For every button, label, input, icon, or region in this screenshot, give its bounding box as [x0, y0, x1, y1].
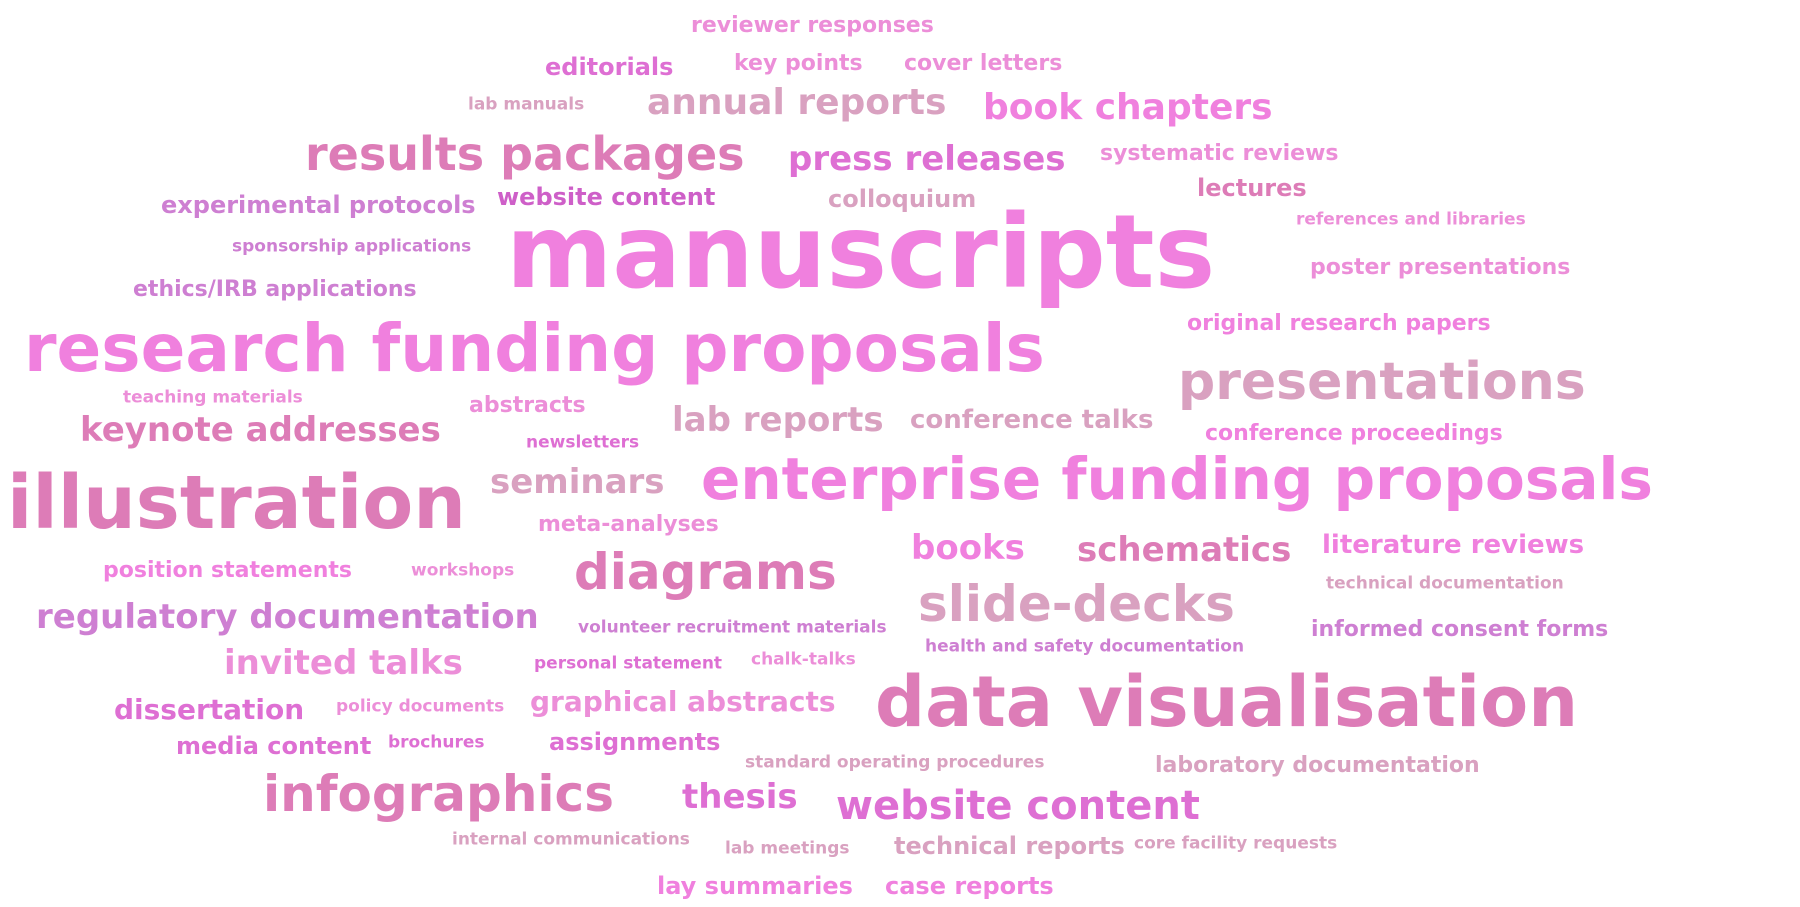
- word-conference-proceedings: conference proceedings: [1205, 421, 1503, 446]
- word-invited-talks: invited talks: [224, 643, 463, 683]
- word-regulatory-documentation: regulatory documentation: [36, 597, 539, 637]
- word-thesis: thesis: [682, 777, 798, 817]
- word-experimental-protocols: experimental protocols: [161, 191, 476, 219]
- word-schematics: schematics: [1077, 530, 1292, 570]
- word-reviewer-responses: reviewer responses: [691, 13, 934, 38]
- word-internal-communications: internal communications: [452, 829, 690, 850]
- word-systematic-reviews: systematic reviews: [1100, 141, 1339, 166]
- word-seminars: seminars: [490, 462, 665, 502]
- word-meta-analyses: meta-analyses: [538, 512, 719, 537]
- word-presentations: presentations: [1178, 352, 1586, 412]
- word-book-chapters: book chapters: [983, 87, 1273, 128]
- word-assignments: assignments: [549, 728, 721, 756]
- word-website-content: website content: [836, 783, 1200, 829]
- word-case-reports: case reports: [885, 872, 1054, 900]
- word-core-facility-requests: core facility requests: [1134, 833, 1338, 854]
- word-personal-statement: personal statement: [534, 653, 723, 674]
- word-illustration: illustration: [7, 460, 466, 546]
- word-workshops: workshops: [411, 560, 515, 581]
- word-brochures: brochures: [388, 732, 485, 753]
- word-laboratory-documentation: laboratory documentation: [1155, 753, 1480, 778]
- word-annual-reports: annual reports: [647, 82, 947, 123]
- word-manuscripts: manuscripts: [506, 193, 1216, 312]
- word-technical-documentation: technical documentation: [1326, 573, 1564, 594]
- word-diagrams: diagrams: [574, 543, 837, 601]
- word-ethics-irb-applications: ethics/IRB applications: [133, 277, 417, 302]
- word-literature-reviews: literature reviews: [1322, 530, 1585, 560]
- word-editorials: editorials: [545, 53, 674, 81]
- word-references-and-libraries: references and libraries: [1296, 209, 1526, 230]
- word-lab-reports: lab reports: [672, 400, 884, 440]
- word-media-content: media content: [176, 732, 372, 760]
- word-cover-letters: cover letters: [904, 51, 1063, 76]
- word-policy-documents: policy documents: [336, 696, 505, 717]
- word-standard-operating-procedures: standard operating procedures: [745, 752, 1045, 773]
- word-position-statements: position statements: [103, 558, 353, 583]
- word-website-content: website content: [497, 183, 716, 211]
- word-technical-reports: technical reports: [894, 832, 1125, 860]
- word-key-points: key points: [734, 51, 863, 76]
- word-newsletters: newsletters: [526, 432, 640, 453]
- word-abstracts: abstracts: [469, 393, 586, 418]
- word-poster-presentations: poster presentations: [1310, 255, 1571, 280]
- word-enterprise-funding-proposals: enterprise funding proposals: [701, 445, 1653, 513]
- word-dissertation: dissertation: [114, 693, 305, 726]
- word-press-releases: press releases: [788, 139, 1066, 179]
- word-keynote-addresses: keynote addresses: [80, 410, 441, 450]
- word-graphical-abstracts: graphical abstracts: [530, 685, 836, 718]
- word-slide-decks: slide-decks: [918, 575, 1235, 633]
- word-health-and-safety-documentation: health and safety documentation: [925, 636, 1245, 657]
- word-lectures: lectures: [1197, 174, 1307, 202]
- word-infographics: infographics: [263, 765, 614, 823]
- word-lay-summaries: lay summaries: [657, 872, 853, 900]
- word-colloquium: colloquium: [828, 185, 977, 213]
- word-conference-talks: conference talks: [910, 405, 1154, 435]
- word-lab-meetings: lab meetings: [725, 838, 850, 859]
- word-lab-manuals: lab manuals: [468, 94, 585, 115]
- word-teaching-materials: teaching materials: [123, 387, 303, 408]
- word-sponsorship-applications: sponsorship applications: [232, 236, 472, 257]
- word-books: books: [911, 528, 1025, 568]
- word-results-packages: results packages: [305, 127, 745, 181]
- word-informed-consent-forms: informed consent forms: [1311, 617, 1609, 642]
- word-chalk-talks: chalk-talks: [751, 649, 856, 670]
- word-research-funding-proposals: research funding proposals: [24, 310, 1045, 387]
- word-data-visualisation: data visualisation: [875, 661, 1579, 743]
- word-volunteer-recruitment-materials: volunteer recruitment materials: [578, 617, 887, 638]
- word-original-research-papers: original research papers: [1187, 311, 1491, 336]
